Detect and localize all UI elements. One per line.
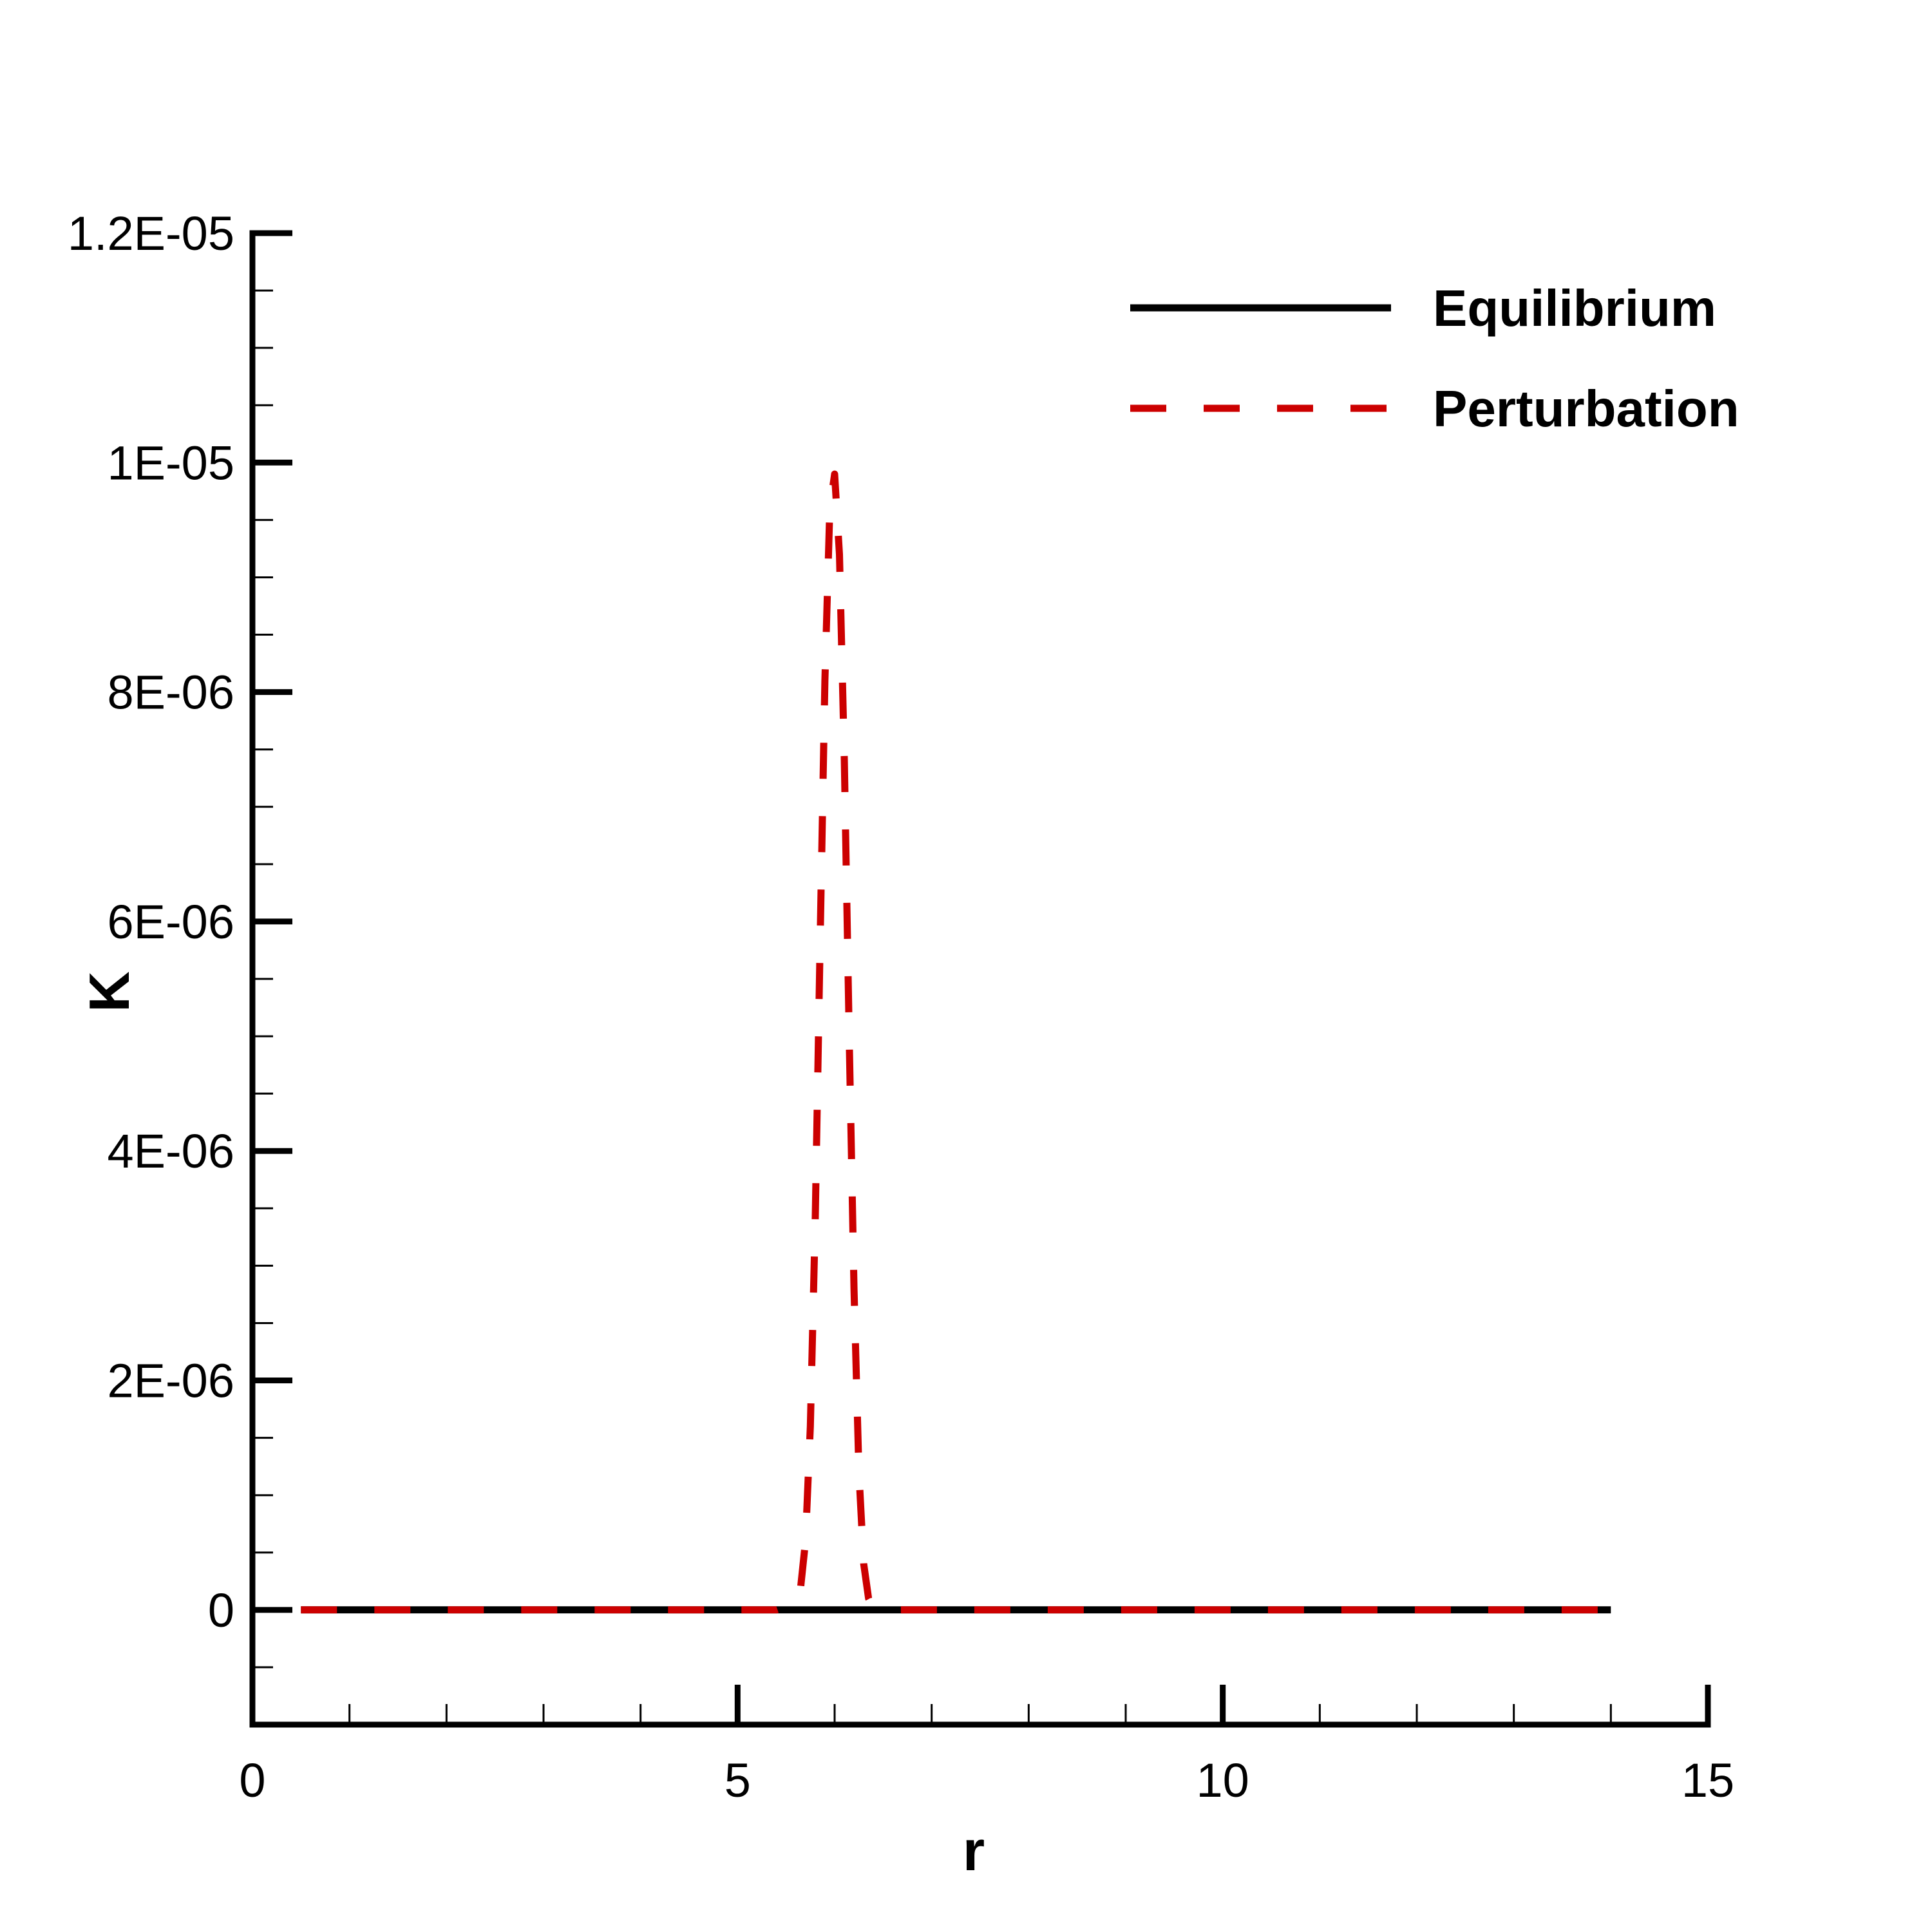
y-tick-label: 4E-06	[108, 1124, 234, 1178]
legend-label-perturbation: Perturbation	[1433, 380, 1739, 437]
x-tick-label: 0	[239, 1754, 265, 1807]
y-tick-label: 1.2E-05	[68, 207, 234, 260]
series-line-perturbation	[301, 470, 1611, 1614]
x-tick-label: 15	[1681, 1754, 1734, 1807]
y-tick-label: 0	[208, 1584, 234, 1637]
y-tick-label: 1E-05	[108, 436, 234, 489]
y-tick-label: 2E-06	[108, 1354, 234, 1408]
axes	[249, 230, 1711, 1728]
y-tick-label: 6E-06	[108, 895, 234, 949]
plot-area	[301, 470, 1611, 1614]
legend-label-equilibrium: Equilibrium	[1433, 279, 1716, 337]
ticks: 0 5 10 15 0 2E-06 4E-06 6E-06 8E-06 1E-05 1.2E-05	[68, 207, 1734, 1807]
x-tick-label: 10	[1197, 1754, 1249, 1807]
x-tick-label: 5	[724, 1754, 751, 1807]
legend: Equilibrium Perturbation	[1130, 279, 1739, 437]
y-axis-title: K	[77, 971, 141, 1012]
x-axis-title: r	[963, 1819, 985, 1882]
y-tick-label: 8E-06	[108, 666, 234, 719]
